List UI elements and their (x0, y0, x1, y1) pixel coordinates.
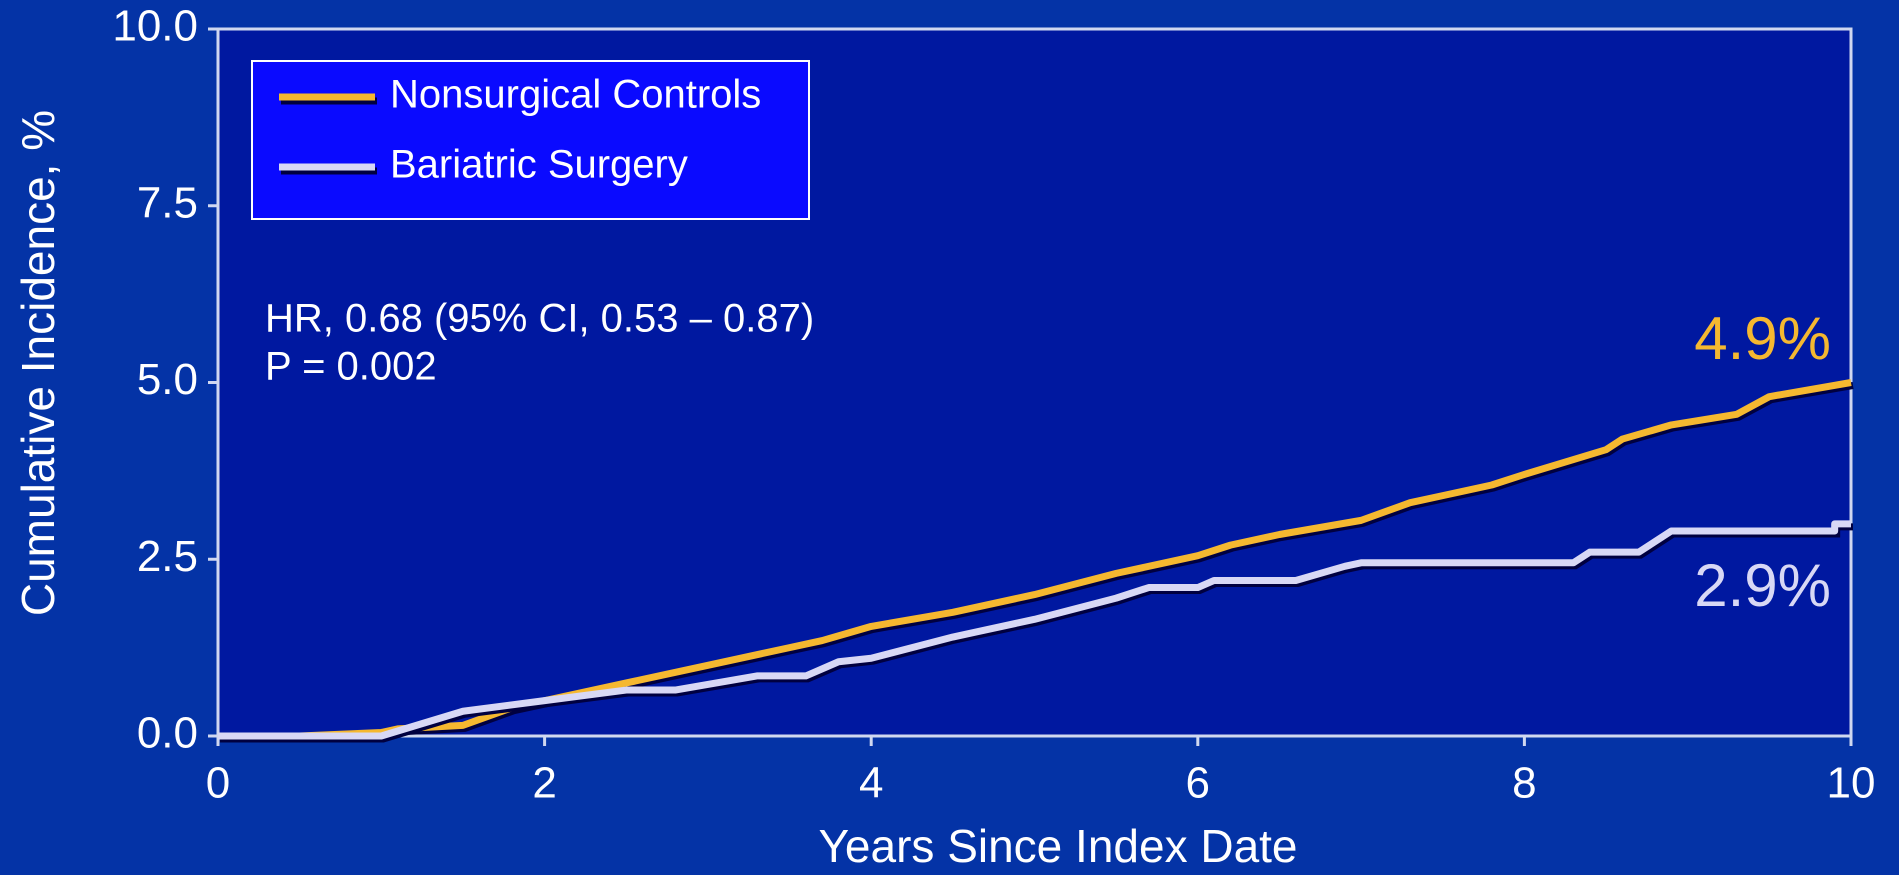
y-tick-label: 10.0 (112, 2, 198, 51)
x-tick-label: 4 (859, 759, 883, 808)
x-tick-label: 6 (1186, 759, 1210, 808)
x-axis-title: Years Since Index Date (818, 820, 1297, 872)
annotation: HR, 0.68 (95% CI, 0.53 – 0.87) (265, 297, 814, 341)
series-line (218, 520, 1851, 740)
x-tick-label: 10 (1827, 759, 1876, 808)
legend-label: Bariatric Surgery (390, 143, 688, 187)
legend-box (251, 60, 810, 220)
y-axis-title: Cumulative Incidence, % (12, 110, 64, 616)
y-tick-label: 2.5 (137, 532, 198, 581)
x-tick-label: 8 (1512, 759, 1536, 808)
annotation: P = 0.002 (265, 345, 437, 389)
x-tick-label: 0 (206, 759, 230, 808)
end-label: 4.9% (1694, 305, 1831, 372)
y-tick-label: 0.0 (137, 709, 198, 758)
x-tick-label: 2 (532, 759, 556, 808)
legend-label: Nonsurgical Controls (390, 73, 761, 117)
y-tick-label: 7.5 (137, 178, 198, 227)
end-label: 2.9% (1694, 552, 1831, 619)
y-tick-label: 5.0 (137, 355, 198, 404)
